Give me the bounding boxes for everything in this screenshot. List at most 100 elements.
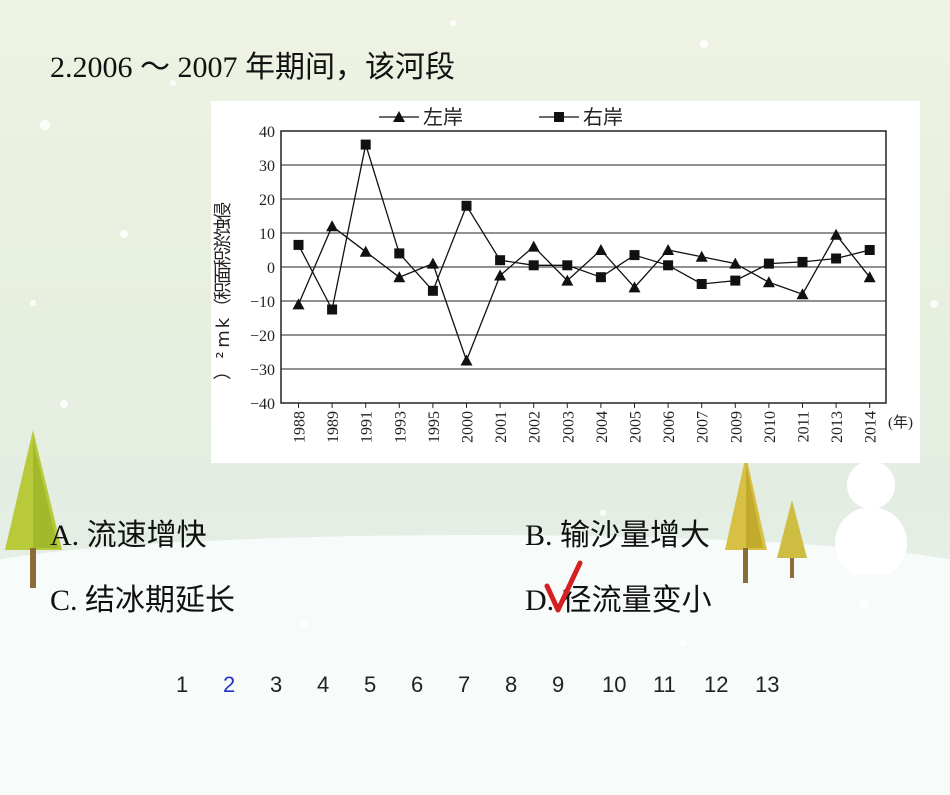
snowflake: [600, 510, 606, 516]
y-axis-label-char: 淤: [213, 234, 234, 252]
question-text: 2.2006 ～ 2007 年期间，该河段: [50, 51, 455, 84]
page-link-11[interactable]: 11: [653, 672, 676, 697]
data-point-triangle: [292, 298, 305, 310]
y-tick-label: −10: [250, 294, 275, 311]
y-tick-label: 30: [259, 158, 275, 175]
y-axis-label-char: ）: [213, 362, 234, 380]
data-point-triangle: [796, 288, 809, 300]
page-link-9[interactable]: 9: [552, 672, 565, 697]
data-point-square: [495, 255, 506, 266]
x-tick-label: 2004: [594, 411, 611, 443]
series-line-1: [297, 144, 870, 312]
option-a[interactable]: A. 流速增快: [50, 519, 207, 552]
snowflake: [300, 620, 308, 628]
y-tick-label: −30: [250, 362, 275, 379]
data-point-triangle: [695, 250, 708, 262]
legend-label: 右岸: [583, 105, 623, 129]
x-tick-label: 2014: [863, 411, 880, 443]
x-tick-label: 2011: [796, 411, 813, 442]
data-point-square: [831, 253, 842, 264]
snowflake: [40, 120, 50, 130]
page-link-4[interactable]: 4: [317, 672, 330, 697]
option-c[interactable]: C. 结冰期延长: [50, 584, 236, 617]
x-tick-label: 2001: [493, 411, 510, 443]
y-tick-label: 0: [267, 260, 275, 277]
y-tick-label: 40: [259, 124, 275, 141]
page-link-12[interactable]: 12: [704, 672, 729, 697]
x-tick-label: 2003: [560, 411, 577, 443]
snowflake: [450, 20, 456, 26]
data-point-square: [663, 260, 674, 271]
page-link-2[interactable]: 2: [223, 672, 236, 697]
data-point-triangle: [729, 257, 742, 269]
data-point-square: [293, 239, 304, 250]
y-axis-label-char: 面: [213, 266, 234, 284]
page-link-10[interactable]: 10: [602, 672, 627, 697]
data-point-triangle: [359, 245, 372, 257]
snowflake: [60, 400, 68, 408]
y-tick-label: −40: [250, 396, 275, 413]
x-tick-label: 2010: [762, 411, 779, 443]
data-point-square: [864, 245, 875, 255]
data-point-triangle: [561, 274, 574, 286]
data-point-triangle: [326, 220, 339, 232]
page-link-8[interactable]: 8: [505, 672, 518, 697]
x-tick-label: 1991: [359, 411, 376, 443]
y-tick-label: 20: [259, 192, 275, 209]
legend-marker-triangle: [393, 111, 405, 122]
data-point-square: [394, 248, 405, 259]
data-point-triangle: [426, 257, 439, 269]
data-point-triangle: [830, 228, 843, 240]
data-point-square: [797, 256, 808, 267]
data-point-square: [595, 272, 606, 283]
tree-small-icon: [777, 500, 807, 578]
data-point-square: [562, 260, 573, 271]
page-link-13[interactable]: 13: [755, 672, 780, 697]
snowflake: [680, 640, 686, 646]
x-tick-label: 2013: [829, 411, 846, 443]
snowflake: [930, 300, 938, 308]
data-point-triangle: [527, 240, 540, 252]
data-point-square: [461, 200, 472, 211]
legend-marker-square: [554, 112, 564, 122]
tree-left-icon: [5, 430, 62, 588]
page-link-7[interactable]: 7: [458, 672, 471, 697]
tree-right-icon: [725, 455, 767, 583]
x-tick-label: 2002: [527, 411, 544, 443]
page-navigation: 1 2 3 4 5 6 7 8 9 10 11 12 13: [0, 672, 950, 702]
data-point-triangle: [628, 281, 641, 293]
page-link-1[interactable]: 1: [176, 672, 189, 697]
series-line-0: [297, 225, 871, 363]
data-point-square: [629, 250, 640, 261]
page-link-5[interactable]: 5: [364, 672, 377, 697]
x-tick-label: 2007: [695, 411, 712, 443]
data-point-square: [360, 139, 371, 150]
data-point-square: [696, 279, 707, 289]
x-tick-label: 2009: [728, 411, 745, 443]
data-point-triangle: [494, 269, 507, 281]
x-tick-label: 2000: [460, 411, 477, 443]
page-link-6[interactable]: 6: [411, 672, 424, 697]
y-axis-label-char: 蚀: [213, 218, 234, 236]
x-tick-label: 1989: [325, 411, 342, 443]
plot-frame: [280, 130, 887, 404]
y-axis-label-char: ²: [213, 351, 234, 358]
x-tick-label: 2005: [628, 411, 645, 443]
snowflake: [120, 230, 128, 238]
legend-label: 左岸: [423, 105, 463, 129]
y-axis-label-char: （: [213, 298, 234, 316]
y-axis-label-char: 侵: [213, 202, 234, 220]
data-point-triangle: [662, 244, 675, 255]
snowflake: [700, 40, 708, 48]
data-point-square: [730, 275, 741, 286]
page-link-3[interactable]: 3: [270, 672, 283, 697]
snowflake: [170, 80, 176, 86]
y-axis-label-char: 积: [213, 250, 234, 268]
option-b[interactable]: B. 输沙量增大: [525, 519, 711, 552]
data-point-triangle: [762, 276, 775, 288]
data-point-triangle: [594, 244, 607, 255]
y-axis-label-char: m: [213, 330, 234, 348]
data-point-square: [763, 258, 774, 269]
y-axis-label-char: k: [213, 317, 234, 328]
